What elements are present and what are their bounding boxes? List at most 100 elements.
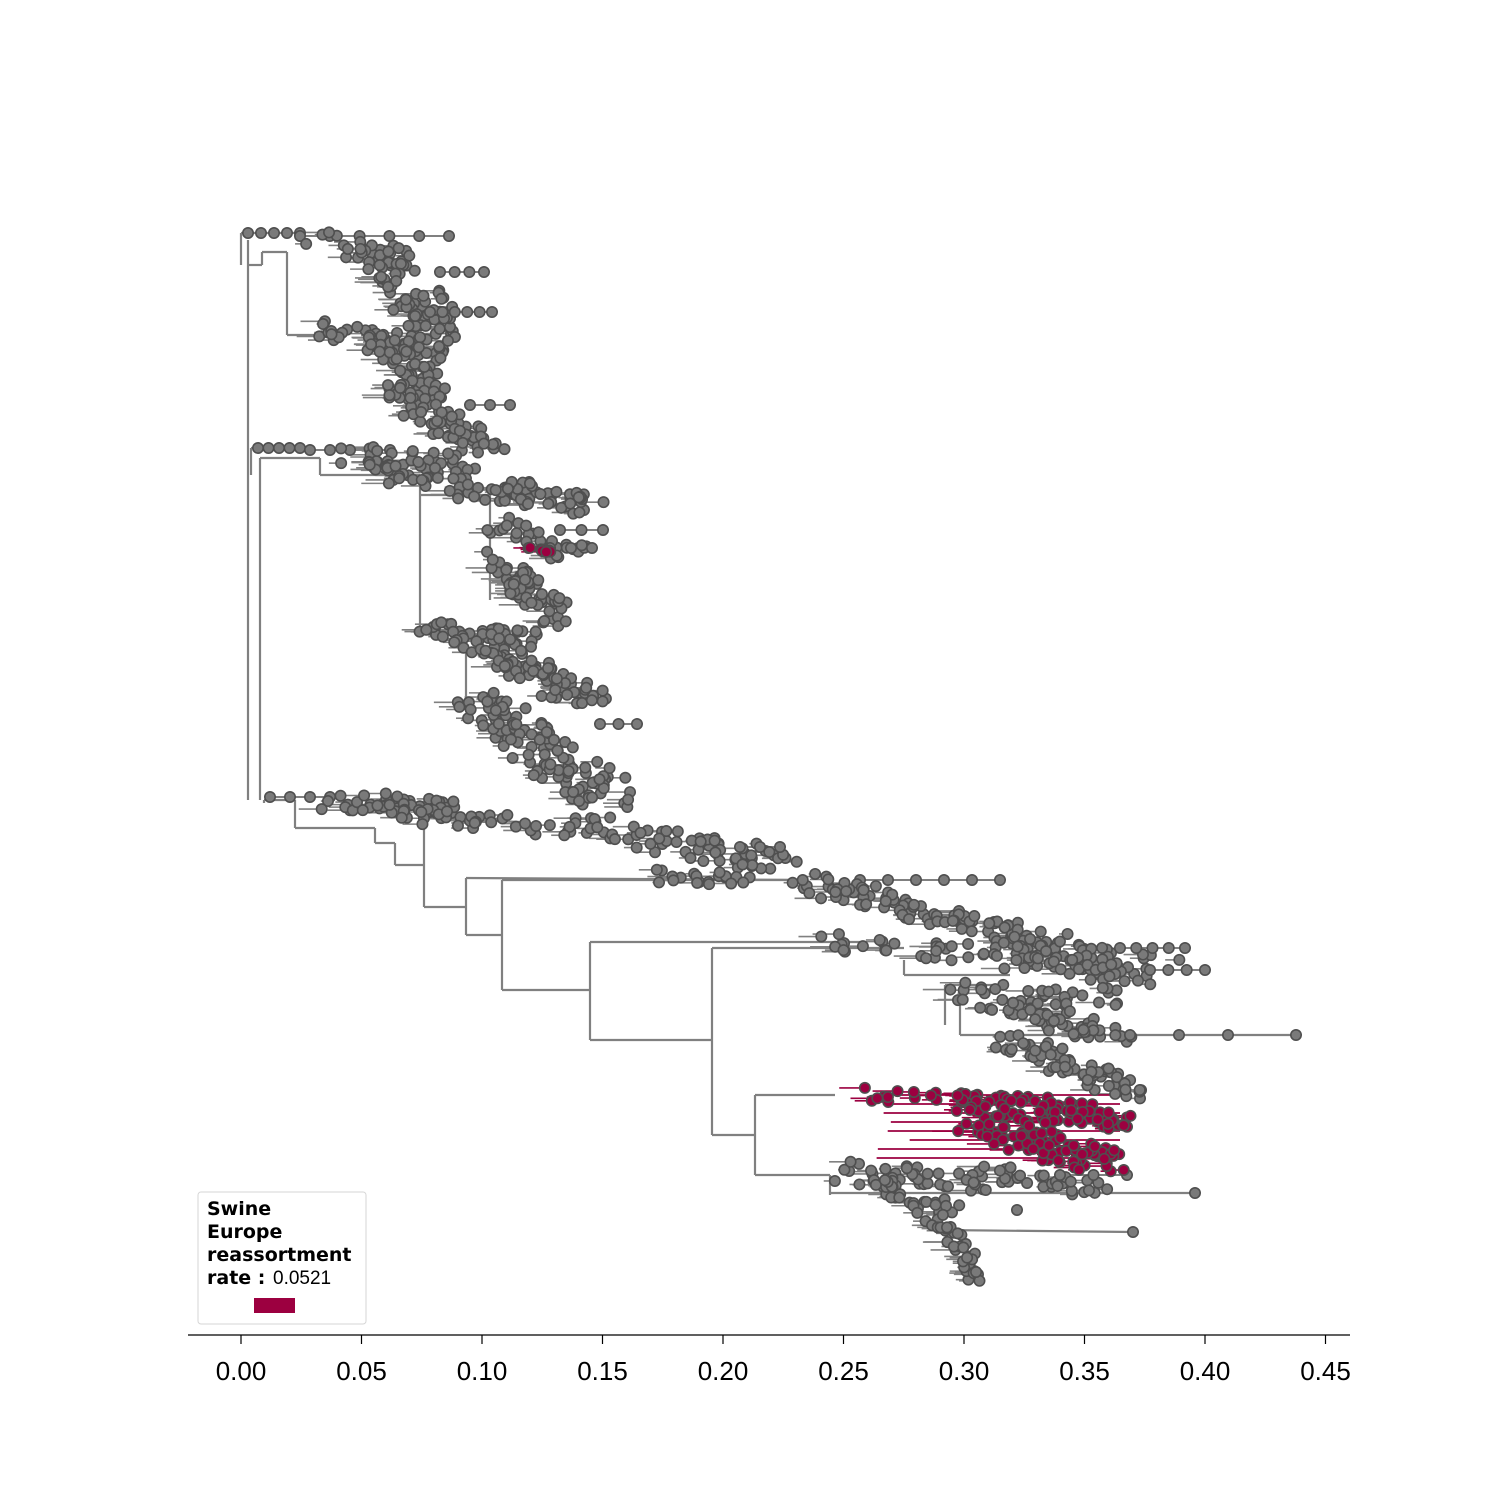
tree-tip xyxy=(1054,1169,1067,1182)
tree-tip xyxy=(390,275,403,288)
tree-tip xyxy=(1007,996,1020,1009)
tree-tip xyxy=(1082,1184,1095,1197)
tree-tip xyxy=(911,1206,924,1219)
tree-tip xyxy=(317,318,330,331)
tree-tip xyxy=(473,305,486,318)
tree-tip xyxy=(962,951,975,964)
tree-tip xyxy=(946,914,959,927)
tree-tip xyxy=(856,940,869,953)
tree-tip xyxy=(989,983,1002,996)
tree-tip xyxy=(485,305,498,318)
tree-tip xyxy=(477,437,490,450)
tree-tip xyxy=(481,524,494,537)
tree-tip xyxy=(373,259,386,272)
tree-tip xyxy=(956,993,969,1006)
tree-tip xyxy=(997,936,1010,949)
tree-tip xyxy=(414,331,427,344)
tree-tip xyxy=(622,793,635,806)
tree-tip xyxy=(461,305,474,318)
tree-tip xyxy=(838,1163,851,1176)
legend-color-swatch xyxy=(254,1298,295,1313)
tree-tip xyxy=(879,1162,892,1175)
tree-tip xyxy=(1014,1096,1027,1109)
x-tick-label: 0.10 xyxy=(457,1356,508,1386)
tree-tip xyxy=(1118,975,1131,988)
tree-tip xyxy=(736,858,749,871)
tree-tip xyxy=(983,1118,996,1131)
tree-tip xyxy=(572,491,585,504)
tree-tip xyxy=(519,573,532,586)
legend-title-line-2: Europe xyxy=(207,1221,282,1243)
tree-tip xyxy=(900,1162,913,1175)
tree-tip xyxy=(514,644,527,657)
tree-tip xyxy=(397,409,410,422)
tree-tip xyxy=(929,1198,942,1211)
tree-tip xyxy=(709,846,722,859)
tree-tip xyxy=(408,264,421,277)
tree-tip xyxy=(409,310,422,323)
tree-tip xyxy=(504,733,517,746)
tree-tip xyxy=(1043,1139,1056,1152)
tree-tip xyxy=(974,1001,987,1014)
tree-tip xyxy=(1119,1083,1132,1096)
tree-tip xyxy=(989,1041,1002,1054)
tree-tip xyxy=(438,382,451,395)
tree-tip xyxy=(893,1191,906,1204)
tree-tip xyxy=(479,644,492,657)
tree-tip xyxy=(1054,1131,1067,1144)
tree-tip xyxy=(1189,1187,1202,1200)
tree-tip xyxy=(1127,1226,1140,1239)
tree-tip xyxy=(1011,940,1024,953)
tree-tips xyxy=(242,226,1303,1287)
tree-tip xyxy=(713,866,726,879)
tree-tip xyxy=(452,492,465,505)
tree-tip xyxy=(612,717,625,730)
x-tick-label: 0.20 xyxy=(698,1356,749,1386)
tree-tip xyxy=(358,789,371,802)
tree-tip xyxy=(1029,1044,1042,1057)
tree-tip xyxy=(660,824,673,837)
tree-tip xyxy=(413,230,426,243)
tree-tip xyxy=(501,482,514,495)
tree-tip xyxy=(907,1085,920,1098)
tree-tip xyxy=(1110,1071,1123,1084)
tree-tip xyxy=(412,341,425,354)
tree-tip xyxy=(524,541,537,554)
legend-title-line-1: Swine xyxy=(207,1198,271,1220)
tree-tip xyxy=(1021,1176,1034,1189)
tree-tip xyxy=(351,320,364,333)
tree-tip xyxy=(591,755,604,768)
tree-tip xyxy=(983,917,996,930)
tree-tip xyxy=(671,825,684,838)
tree-tip xyxy=(394,381,407,394)
tree-tip xyxy=(399,293,412,306)
tree-tip xyxy=(325,328,338,341)
tree-tip xyxy=(303,443,316,456)
tree-tip xyxy=(993,1164,1006,1177)
tree-tip xyxy=(392,242,405,255)
tree-tip xyxy=(796,873,809,886)
tree-tip xyxy=(272,441,285,454)
tree-tip xyxy=(382,477,395,490)
x-tick-label: 0.25 xyxy=(818,1356,869,1386)
tree-tip xyxy=(1081,1073,1094,1086)
tree-tip xyxy=(1047,1014,1060,1027)
tree-tip xyxy=(832,928,845,941)
tree-tip xyxy=(961,1251,974,1264)
tree-tip xyxy=(829,886,842,899)
tree-tip xyxy=(415,473,428,486)
tree-tip xyxy=(283,441,296,454)
tree-tip xyxy=(559,615,572,628)
tree-tip xyxy=(280,227,293,240)
tree-tip xyxy=(630,841,643,854)
tree-tip xyxy=(375,270,388,283)
tree-tip xyxy=(924,1089,937,1102)
tree-tip xyxy=(553,592,566,605)
tree-tip xyxy=(1010,1204,1023,1217)
tree-tip xyxy=(694,835,707,848)
tree-tip xyxy=(988,1137,1001,1150)
tree-tip xyxy=(383,230,396,243)
tree-tip xyxy=(429,398,442,411)
tree-tip xyxy=(1073,1163,1086,1176)
